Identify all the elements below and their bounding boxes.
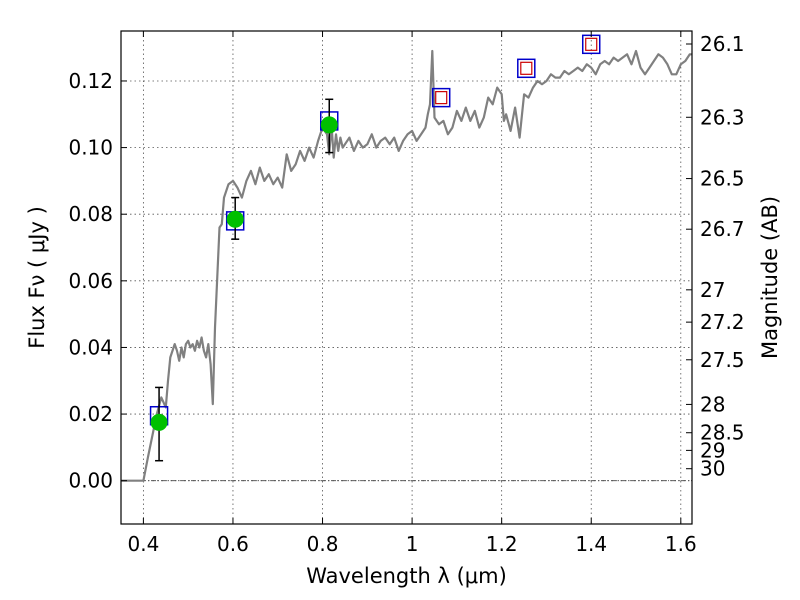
y-tick-label: 0.12 — [68, 69, 113, 93]
x-tick-label: 0.4 — [127, 532, 159, 556]
y-axis-ticks: 0.00 0.02 0.04 0.06 0.08 0.10 0.12 — [68, 69, 127, 493]
x-tick-label: 0.8 — [307, 532, 339, 556]
plot-frame — [120, 30, 693, 525]
model-band-layer — [149, 34, 601, 426]
observed-point — [150, 413, 168, 431]
magnitude-tick-label: 28.5 — [700, 421, 745, 445]
y-tick-label: 0.02 — [68, 402, 113, 426]
y-tick-label: 0.06 — [68, 269, 113, 293]
magnitude-tick-label: 26.3 — [700, 105, 745, 129]
magnitude-tick-label: 26.7 — [700, 217, 745, 241]
model-band-inner-square — [585, 37, 598, 51]
x-axis-ticks: 0.4 0.6 0.8 1 1.2 1.4 1.6 — [127, 31, 697, 556]
y-axis-label: Flux Fν ( μJy ) — [25, 206, 49, 349]
x-tick-label: 1.6 — [665, 532, 697, 556]
y-tick-label: 0.10 — [68, 136, 113, 160]
observed-point — [226, 210, 244, 228]
magnitude-tick-label: 27 — [700, 278, 725, 302]
y-tick-label: 0.08 — [68, 202, 113, 226]
magnitude-tick-label: 28 — [700, 392, 725, 416]
x-tick-label: 1.4 — [575, 532, 607, 556]
x-tick-label: 1.2 — [486, 532, 518, 556]
x-tick-label: 1 — [406, 532, 419, 556]
model-band-inner-square — [435, 91, 448, 105]
observed-point — [320, 116, 338, 134]
observed-points-layer — [150, 98, 338, 462]
y-tick-label: 0.04 — [68, 335, 113, 359]
magnitude-tick-label: 29 — [700, 438, 725, 462]
magnitude-tick-label: 27.2 — [700, 310, 745, 334]
magnitude-tick-label: 26.5 — [700, 167, 745, 191]
magnitude-axis-label: Magnitude (AB) — [758, 196, 782, 359]
magnitude-tick-label: 26.1 — [700, 32, 745, 56]
x-tick-label: 0.6 — [217, 532, 249, 556]
y-tick-label: 0.00 — [68, 469, 113, 493]
model-band-inner-square — [520, 61, 533, 75]
model-band-square — [431, 87, 451, 108]
spectrum-line — [121, 49, 692, 482]
model-band-square — [517, 58, 536, 79]
x-axis-label: Wavelength λ (μm) — [306, 564, 507, 588]
spectrum-layer — [121, 49, 692, 482]
gridlines — [121, 31, 692, 524]
magnitude-tick-label: 27.5 — [700, 348, 745, 372]
magnitude-tick-label: 30 — [700, 457, 725, 481]
